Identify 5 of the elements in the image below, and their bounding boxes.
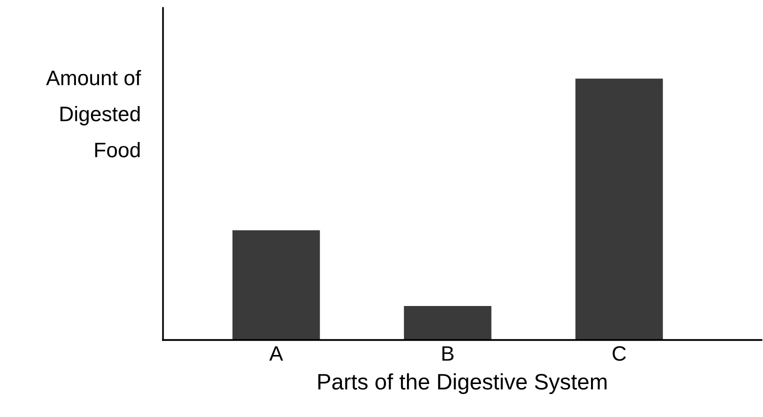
x-axis-title: Parts of the Digestive System bbox=[318, 373, 607, 394]
y-axis-title: Amount of Digested Food bbox=[46, 70, 142, 158]
x-tick-label: C bbox=[612, 346, 626, 361]
x-tick-label: A bbox=[269, 346, 284, 361]
x-tick-label: B bbox=[442, 346, 454, 361]
